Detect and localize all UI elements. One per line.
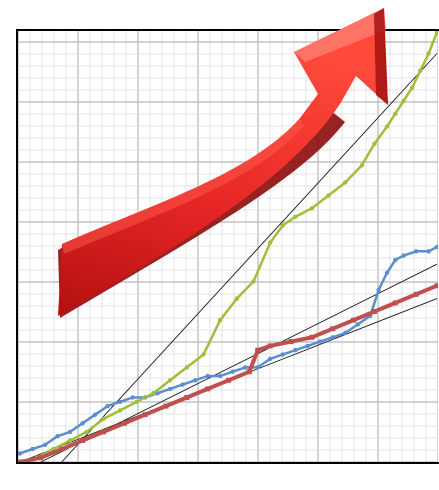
data-point	[55, 434, 60, 439]
data-point	[134, 399, 139, 404]
data-point	[192, 378, 198, 383]
data-point	[184, 395, 190, 400]
data-point	[226, 377, 231, 383]
data-point	[434, 283, 438, 289]
data-point	[217, 373, 223, 379]
data-point	[201, 352, 206, 357]
data-point	[100, 429, 106, 435]
data-point	[59, 446, 65, 452]
data-point	[434, 244, 438, 250]
data-point	[293, 348, 298, 353]
plot-frame	[16, 29, 439, 464]
data-point	[163, 403, 169, 409]
data-point	[434, 30, 438, 35]
data-point	[401, 253, 406, 258]
data-point	[67, 429, 73, 435]
data-point	[330, 326, 336, 332]
data-point	[343, 180, 348, 185]
data-point	[409, 85, 415, 91]
data-point	[105, 403, 110, 409]
data-point	[101, 416, 106, 422]
data-point	[355, 322, 360, 327]
data-point	[326, 193, 331, 198]
data-point	[80, 421, 85, 426]
data-point	[384, 270, 390, 275]
data-point	[251, 279, 256, 284]
data-point	[392, 300, 398, 306]
data-point	[151, 391, 156, 396]
data-point	[84, 429, 89, 435]
data-point	[343, 330, 348, 336]
data-point	[426, 249, 431, 254]
data-point	[413, 291, 419, 297]
data-point	[393, 257, 398, 263]
data-point	[372, 141, 377, 146]
data-point	[230, 369, 235, 374]
series-1	[18, 244, 438, 456]
series-3	[18, 283, 438, 462]
data-point	[393, 111, 398, 116]
data-point	[255, 365, 260, 370]
data-point	[330, 335, 335, 340]
data-point	[351, 317, 357, 323]
data-point	[180, 382, 185, 387]
data-point	[38, 455, 44, 461]
series-line-3	[19, 283, 438, 462]
data-point	[371, 309, 377, 314]
data-point	[413, 249, 419, 254]
data-point	[401, 98, 406, 104]
data-point	[80, 438, 86, 443]
data-point	[167, 378, 173, 383]
data-point	[309, 334, 315, 340]
data-point	[42, 442, 48, 447]
data-point	[280, 352, 285, 357]
series-2	[18, 30, 438, 462]
data-point	[255, 347, 261, 353]
data-point	[67, 438, 73, 443]
data-point	[121, 420, 127, 426]
data-point	[305, 343, 310, 349]
data-point	[246, 369, 252, 375]
data-point	[167, 386, 173, 392]
data-point	[92, 412, 98, 417]
data-point	[142, 412, 148, 418]
data-point	[18, 451, 23, 456]
data-point	[117, 399, 123, 404]
data-point	[268, 240, 273, 245]
data-point	[418, 68, 423, 73]
data-point	[117, 408, 123, 413]
trendline-1	[61, 53, 438, 462]
data-point	[268, 356, 273, 361]
data-point	[242, 365, 248, 370]
data-point	[359, 163, 365, 168]
data-point	[205, 373, 210, 379]
data-point	[384, 124, 390, 129]
series-line-2	[19, 31, 438, 462]
data-point	[280, 223, 285, 228]
data-point	[426, 51, 431, 56]
series-group	[18, 30, 438, 462]
data-point	[288, 339, 294, 345]
data-point	[217, 317, 223, 323]
data-point	[30, 446, 35, 452]
data-point	[18, 459, 23, 462]
data-point	[205, 386, 211, 392]
data-point	[309, 206, 315, 211]
data-point	[130, 395, 135, 400]
data-point	[318, 339, 323, 344]
series-line-1	[19, 245, 438, 455]
data-point	[293, 214, 298, 220]
data-point	[184, 365, 189, 370]
red-up-arrow	[58, 8, 388, 318]
data-point	[376, 287, 381, 293]
data-point	[267, 343, 273, 349]
data-point	[234, 296, 240, 301]
